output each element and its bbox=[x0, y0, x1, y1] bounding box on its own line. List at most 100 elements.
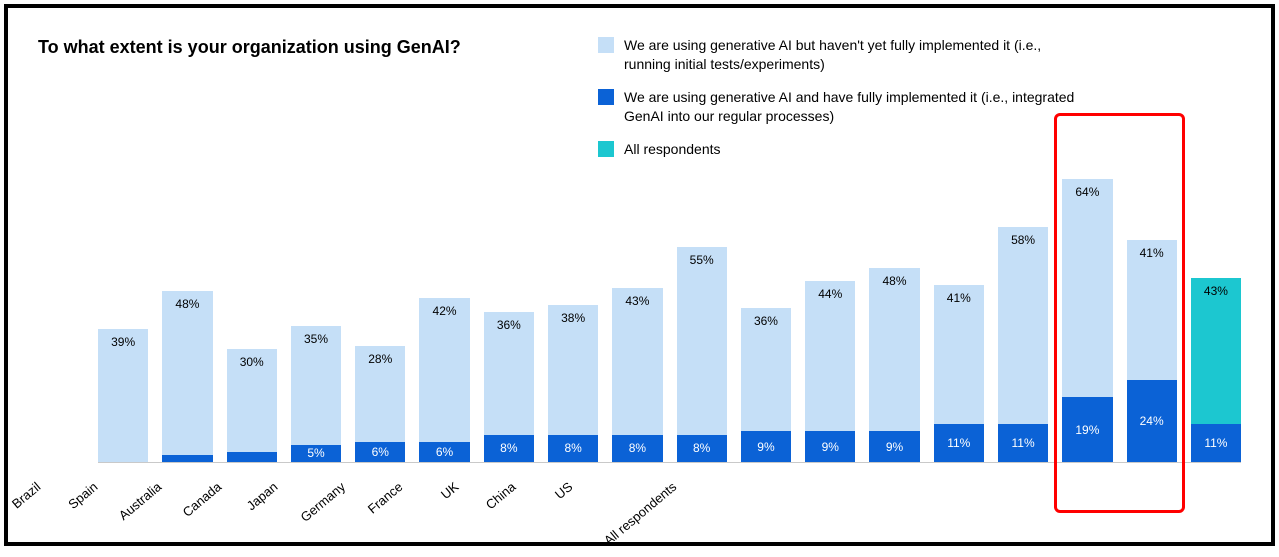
bar-stack: 3%30% bbox=[227, 349, 277, 462]
bar-value-partial: 43% bbox=[1191, 284, 1241, 298]
bar-value-full: 6% bbox=[436, 445, 453, 459]
bar-value-full: 8% bbox=[500, 441, 517, 455]
bar-column: 0%39% bbox=[98, 329, 148, 462]
bar-column: 11% 41% bbox=[934, 285, 984, 462]
bar-value-full: 11% bbox=[1012, 436, 1035, 450]
bar-segment-full: 11% bbox=[1191, 424, 1241, 462]
bar-value-partial: 36% bbox=[741, 314, 791, 328]
legend-item: All respondents bbox=[598, 140, 1078, 159]
bar-value-full: 9% bbox=[757, 440, 774, 454]
category-label: Japan bbox=[238, 479, 280, 518]
bar-stack: 5% 35% bbox=[291, 326, 341, 462]
bar-segment-full: 2% bbox=[162, 455, 212, 462]
bar-segment-full: 11% bbox=[934, 424, 984, 462]
bar-column: 9% 48% bbox=[869, 268, 919, 462]
bar-stack: 6% 42% bbox=[419, 298, 469, 462]
bar-value-full: 11% bbox=[947, 436, 970, 450]
bar-value-full: 8% bbox=[693, 441, 710, 455]
bar-stack: 8% 55% bbox=[677, 247, 727, 462]
bar-value-partial: 38% bbox=[548, 311, 598, 325]
bar-value-partial: 42% bbox=[419, 304, 469, 318]
bar-value-partial: 48% bbox=[162, 297, 212, 311]
bar-column: 6% 42% bbox=[419, 298, 469, 462]
bar-segment-partial: 30% bbox=[227, 349, 277, 451]
bar-segment-full: 8% bbox=[548, 435, 598, 462]
category-label: US bbox=[533, 479, 575, 518]
legend-swatch bbox=[598, 37, 614, 53]
legend-item: We are using generative AI and have full… bbox=[598, 88, 1078, 126]
bar-value-full: 6% bbox=[372, 445, 389, 459]
bar-column: 8%43% bbox=[612, 288, 662, 462]
bar-segment-full: 6% bbox=[419, 442, 469, 462]
chart-area: 0%39%2%48%3%30%5%35%6%28%6%42%8%36%8%38%… bbox=[98, 173, 1241, 512]
bar-stack: 19%64% bbox=[1062, 179, 1112, 462]
legend-swatch bbox=[598, 89, 614, 105]
category-label: UK bbox=[419, 479, 461, 518]
bar-value-partial: 64% bbox=[1062, 185, 1112, 199]
chart-frame: To what extent is your organization usin… bbox=[4, 4, 1275, 546]
bar-stack: 0%39% bbox=[98, 329, 148, 462]
bar-segment-partial: 42% bbox=[419, 298, 469, 441]
bar-value-full: 5% bbox=[307, 446, 324, 460]
bar-stack: 11% 43% bbox=[1191, 278, 1241, 462]
category-label: France bbox=[363, 479, 405, 518]
bar-stack: 9% 48% bbox=[869, 268, 919, 462]
bar-segment-partial: 44% bbox=[805, 281, 855, 431]
bar-segment-partial: 48% bbox=[869, 268, 919, 432]
bar-segment-partial: 36% bbox=[484, 312, 534, 435]
bar-column: 5% 35% bbox=[291, 326, 341, 462]
bar-column: 19%64% bbox=[1062, 179, 1112, 462]
bar-value-partial: 39% bbox=[98, 335, 148, 349]
bar-segment-full: 8% bbox=[612, 435, 662, 462]
chart-title: To what extent is your organization usin… bbox=[38, 36, 558, 59]
category-label: All respondents bbox=[601, 479, 679, 548]
bar-segment-partial: 41% bbox=[934, 285, 984, 425]
bar-column: 24% 41% bbox=[1127, 240, 1177, 462]
legend-label: All respondents bbox=[624, 140, 721, 159]
bar-stack: 8%43% bbox=[612, 288, 662, 462]
bar-segment-partial: 41% bbox=[1127, 240, 1177, 380]
bar-value-partial: 58% bbox=[998, 233, 1048, 247]
bar-segment-partial: 28% bbox=[355, 346, 405, 442]
legend-item: We are using generative AI but haven't y… bbox=[598, 36, 1078, 74]
bar-value-full: 9% bbox=[886, 440, 903, 454]
bar-value-partial: 55% bbox=[677, 253, 727, 267]
bar-column: 11% 58% bbox=[998, 227, 1048, 462]
bar-column: 6%28% bbox=[355, 346, 405, 462]
bar-value-partial: 44% bbox=[805, 287, 855, 301]
category-label: Brazil bbox=[1, 479, 43, 518]
bar-column: 3%30% bbox=[227, 349, 277, 462]
bar-value-partial: 41% bbox=[1127, 246, 1177, 260]
bar-segment-partial: 36% bbox=[741, 308, 791, 431]
bar-stack: 8% 36% bbox=[484, 312, 534, 462]
legend-label: We are using generative AI but haven't y… bbox=[624, 36, 1078, 74]
bar-segment-partial: 58% bbox=[998, 227, 1048, 425]
category-label: Australia bbox=[116, 479, 164, 523]
category-labels-row: IrelandUAE/Saudi ArabiaItalyNordicsBenel… bbox=[98, 469, 1241, 484]
bar-value-partial: 35% bbox=[291, 332, 341, 346]
bar-stack: 9% 36% bbox=[741, 308, 791, 462]
bar-stack: 8% 38% bbox=[548, 305, 598, 462]
bar-segment-full: 24% bbox=[1127, 380, 1177, 462]
bar-column: 8% 55% bbox=[677, 247, 727, 462]
bar-value-full: 8% bbox=[564, 441, 581, 455]
category-label: China bbox=[476, 479, 518, 518]
bar-segment-partial: 43% bbox=[612, 288, 662, 435]
bar-segment-full: 6% bbox=[355, 442, 405, 462]
legend: We are using generative AI but haven't y… bbox=[598, 36, 1078, 158]
bar-segment-partial: 48% bbox=[162, 291, 212, 455]
bar-segment-partial: 35% bbox=[291, 326, 341, 445]
bar-stack: 9% 44% bbox=[805, 281, 855, 462]
bar-segment-full: 8% bbox=[677, 435, 727, 462]
bar-segment-full: 9% bbox=[741, 431, 791, 462]
bar-value-partial: 36% bbox=[484, 318, 534, 332]
bar-segment-partial: 38% bbox=[548, 305, 598, 435]
bar-column: 2% 48% bbox=[162, 291, 212, 462]
bar-segment-full: 8% bbox=[484, 435, 534, 462]
bar-segment-full: 9% bbox=[805, 431, 855, 462]
bar-segment-full: 11% bbox=[998, 424, 1048, 462]
bar-segment-full: 5% bbox=[291, 445, 341, 462]
bar-column: 8% 38% bbox=[548, 305, 598, 462]
bar-stack: 11% 41% bbox=[934, 285, 984, 462]
bar-column: 9% 36% bbox=[741, 308, 791, 462]
